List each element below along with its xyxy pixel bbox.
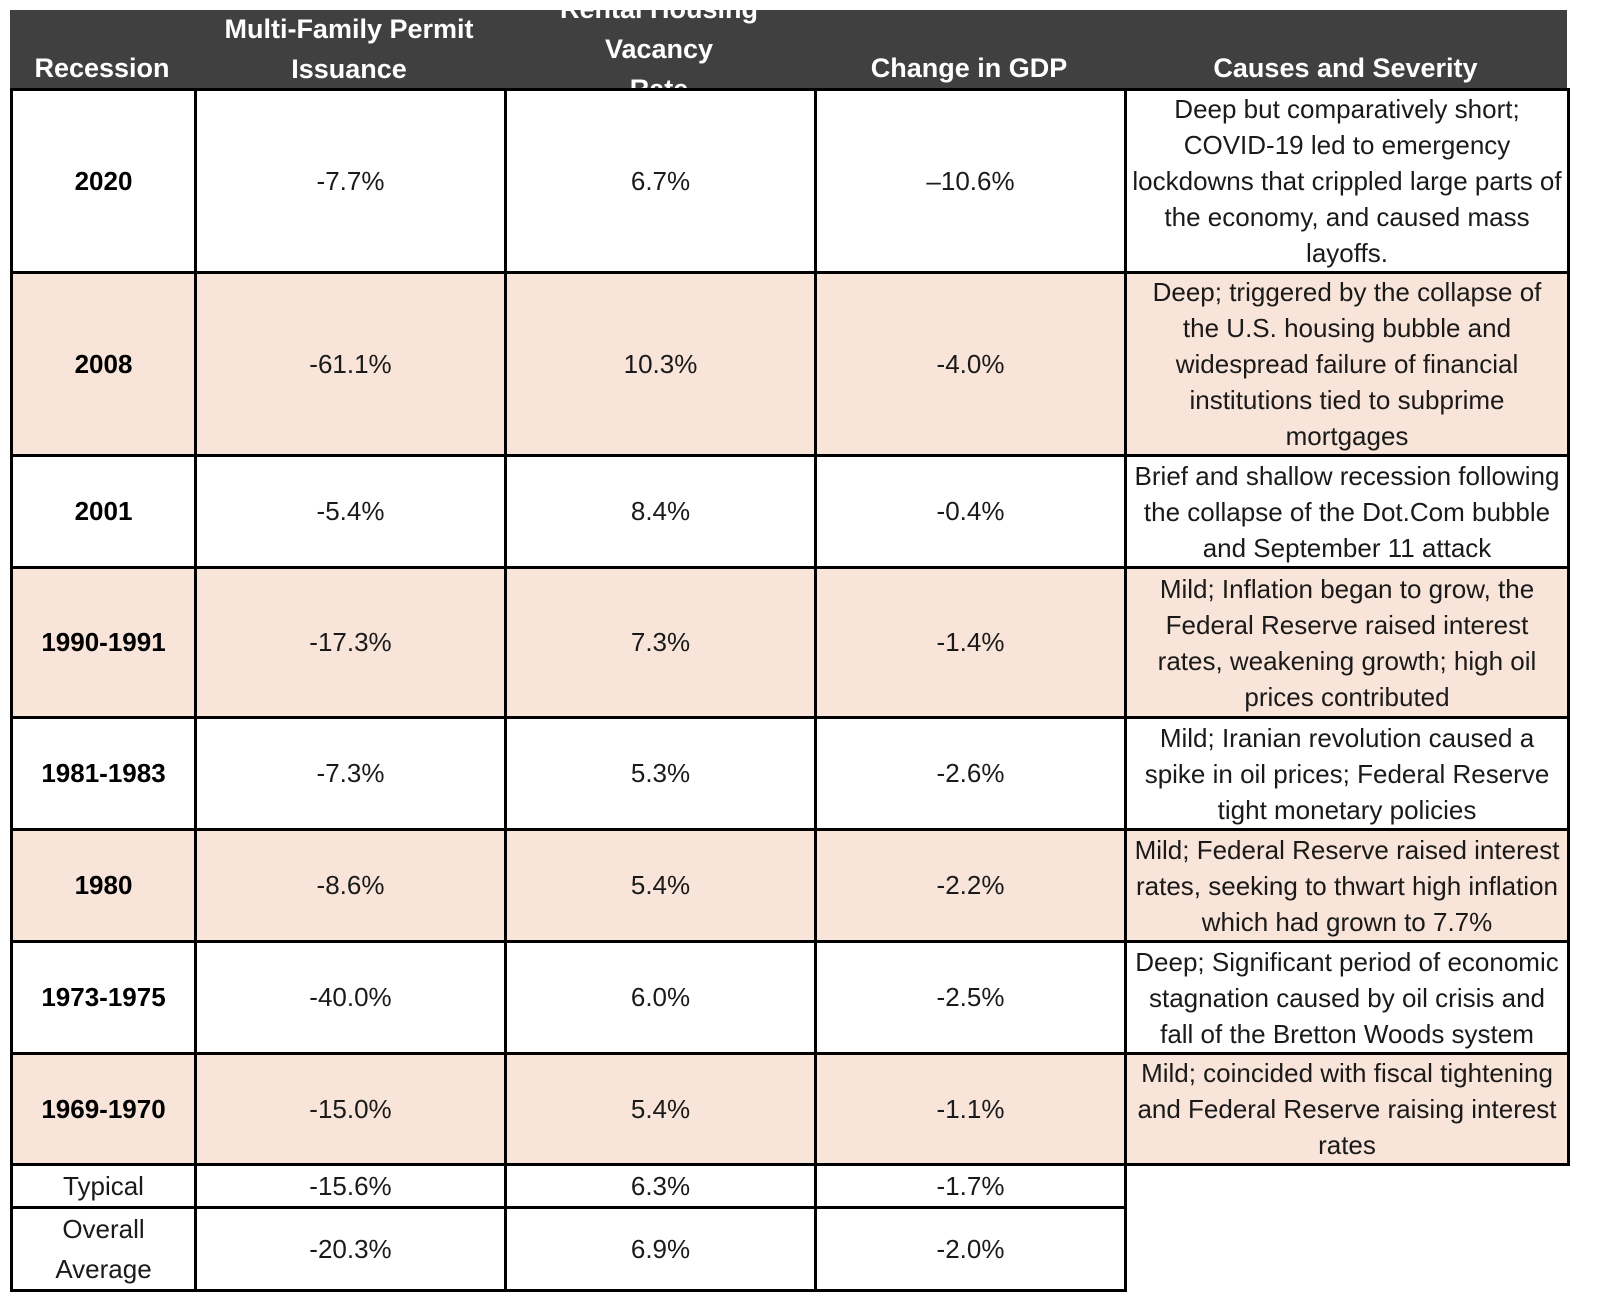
permit-cell: -20.3% <box>194 1206 507 1292</box>
causes-cell: Mild; coincided with fiscal tightening a… <box>1124 1052 1570 1166</box>
gdp-cell: -2.5% <box>814 940 1127 1055</box>
recession-table-figure: Recession Multi-Family Permit Issuance R… <box>10 0 1570 1292</box>
recession-table: 2020 -7.7% 6.7% –10.6% Deep but comparat… <box>10 88 1570 1292</box>
summary-label-cell: Typical <box>10 1163 197 1209</box>
recession-cell: 1980 <box>10 828 197 943</box>
causes-cell: Mild; Iranian revolution caused a spike … <box>1124 716 1570 831</box>
vacancy-cell: 6.9% <box>504 1206 817 1292</box>
vacancy-cell: 6.0% <box>504 940 817 1055</box>
summary-label-cell: Overall Average <box>10 1206 197 1292</box>
gdp-cell: -1.7% <box>814 1163 1127 1209</box>
permit-cell: -5.4% <box>194 454 507 569</box>
header-vacancy: Rental Housing Vacancy Rate <box>504 0 814 104</box>
permit-cell: -8.6% <box>194 828 507 943</box>
header-permit-line1: Multi-Family Permit <box>224 14 474 44</box>
permit-cell: -7.3% <box>194 716 507 831</box>
gdp-cell: -1.1% <box>814 1052 1127 1166</box>
table-row: 2001 -5.4% 8.4% -0.4% Brief and shallow … <box>10 454 1570 569</box>
gdp-cell: -2.0% <box>814 1206 1127 1292</box>
vacancy-cell: 5.4% <box>504 828 817 943</box>
recession-cell: 1969-1970 <box>10 1052 197 1166</box>
header-causes: Causes and Severity <box>1124 10 1567 88</box>
permit-cell: -15.0% <box>194 1052 507 1166</box>
permit-cell: -40.0% <box>194 940 507 1055</box>
header-recession-label: Recession <box>34 53 170 83</box>
recession-cell: 2008 <box>10 271 197 457</box>
causes-cell: Mild; Federal Reserve raised interest ra… <box>1124 828 1570 943</box>
table-row: 1990-1991 -17.3% 7.3% -1.4% Mild; Inflat… <box>10 566 1570 719</box>
table-row: 2008 -61.1% 10.3% -4.0% Deep; triggered … <box>10 271 1570 457</box>
vacancy-cell: 10.3% <box>504 271 817 457</box>
causes-cell: Deep but comparatively short; COVID-19 l… <box>1124 88 1570 274</box>
gdp-cell: -2.6% <box>814 716 1127 831</box>
recession-cell: 1981-1983 <box>10 716 197 831</box>
header-vacancy-line1: Rental Housing Vacancy <box>559 0 758 64</box>
causes-cell: Mild; Inflation began to grow, the Feder… <box>1124 566 1570 719</box>
causes-cell: Brief and shallow recession following th… <box>1124 454 1570 569</box>
gdp-cell: -1.4% <box>814 566 1127 719</box>
recession-cell: 1973-1975 <box>10 940 197 1055</box>
causes-cell: Deep; Significant period of economic sta… <box>1124 940 1570 1055</box>
recession-cell: 2020 <box>10 88 197 274</box>
vacancy-cell: 7.3% <box>504 566 817 719</box>
permit-cell: -17.3% <box>194 566 507 719</box>
gdp-cell: -2.2% <box>814 828 1127 943</box>
gdp-cell: -0.4% <box>814 454 1127 569</box>
causes-cell: Deep; triggered by the collapse of the U… <box>1124 271 1570 457</box>
table-row: 1980 -8.6% 5.4% -2.2% Mild; Federal Rese… <box>10 828 1570 943</box>
summary-row: Typical -15.6% 6.3% -1.7% <box>10 1163 1569 1209</box>
permit-cell: -7.7% <box>194 88 507 274</box>
header-recession: Recession <box>10 10 194 88</box>
header-gdp: Change in GDP <box>814 10 1124 88</box>
vacancy-cell: 5.3% <box>504 716 817 831</box>
header-causes-label: Causes and Severity <box>1213 53 1478 83</box>
vacancy-cell: 6.7% <box>504 88 817 274</box>
empty-cell <box>1125 1164 1569 1208</box>
table-row: 2020 -7.7% 6.7% –10.6% Deep but comparat… <box>10 88 1570 274</box>
gdp-cell: –10.6% <box>814 88 1127 274</box>
vacancy-cell: 6.3% <box>504 1163 817 1209</box>
table-row: 1981-1983 -7.3% 5.3% -2.6% Mild; Iranian… <box>10 716 1570 831</box>
vacancy-cell: 8.4% <box>504 454 817 569</box>
summary-row: Overall Average -20.3% 6.9% -2.0% <box>10 1206 1569 1292</box>
recession-cell: 1990-1991 <box>10 566 197 719</box>
header-gdp-label: Change in GDP <box>870 53 1068 83</box>
recession-cell: 2001 <box>10 454 197 569</box>
table-row: 1969-1970 -15.0% 5.4% -1.1% Mild; coinci… <box>10 1052 1570 1166</box>
permit-cell: -15.6% <box>194 1163 507 1209</box>
table-header: Recession Multi-Family Permit Issuance R… <box>10 0 1567 104</box>
gdp-cell: -4.0% <box>814 271 1127 457</box>
permit-cell: -61.1% <box>194 271 507 457</box>
vacancy-cell: 5.4% <box>504 1052 817 1166</box>
table-row: 1973-1975 -40.0% 6.0% -2.5% Deep; Signif… <box>10 940 1570 1055</box>
header-permit-line2: Issuance <box>291 54 407 84</box>
header-permit: Multi-Family Permit Issuance <box>194 10 504 88</box>
empty-cell <box>1125 1207 1569 1291</box>
